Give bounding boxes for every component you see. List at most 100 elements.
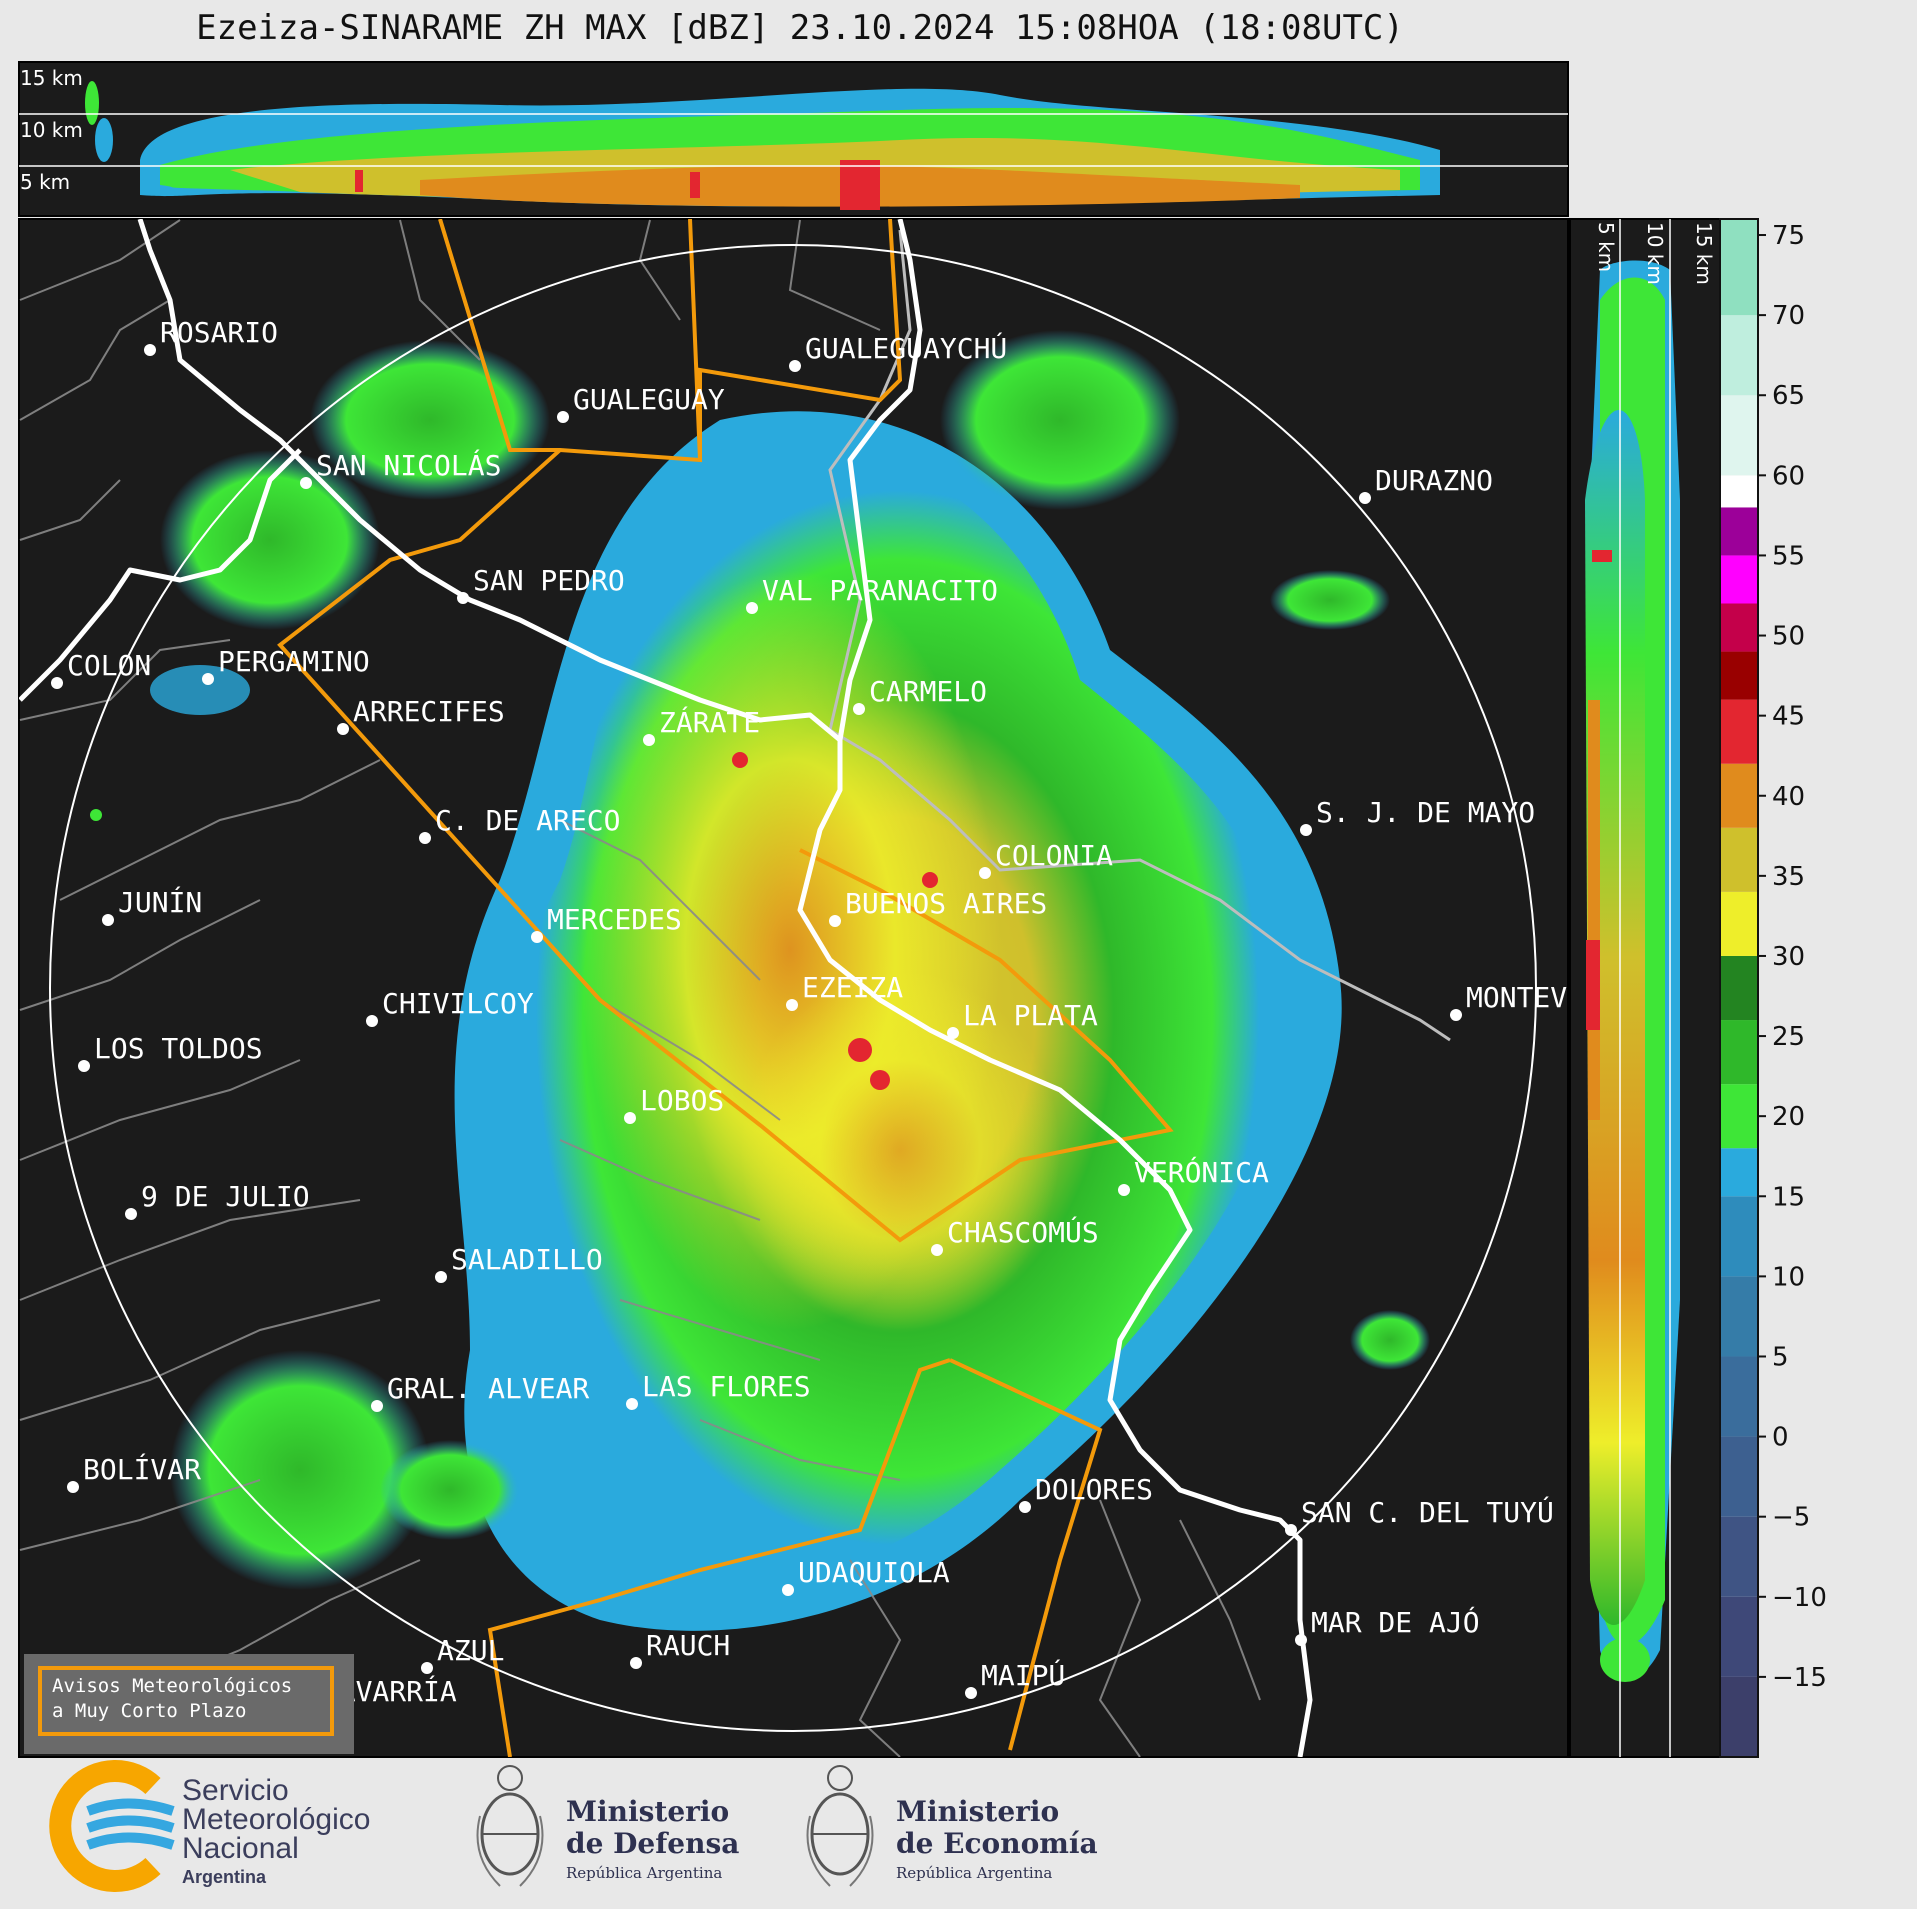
city-label: GUALEGUAYCHÚ [805,331,1007,365]
city-marker [626,1398,638,1410]
colorbar-tick-label: 50 [1772,622,1805,652]
city-marker [78,1060,90,1072]
right-height-label-15: 15 km [1692,222,1716,285]
city-marker [853,703,865,715]
colorbar-tick-label: 20 [1772,1102,1805,1132]
right-height-label-5: 5 km [1594,222,1618,272]
city-marker [1019,1501,1031,1513]
city-label: LAS FLORES [642,1370,811,1403]
city-label: LOS TOLDOS [94,1032,263,1065]
city-label: DOLORES [1035,1473,1153,1506]
smn-logo [49,1760,175,1892]
colorbar-segment [1720,1084,1758,1149]
defensa-line1: Ministerio [566,1795,730,1828]
top-height-label-15: 15 km [20,66,83,90]
city-marker [1359,492,1371,504]
economia-line3: República Argentina [896,1864,1053,1882]
city-label: LA PLATA [963,999,1098,1032]
economia-coat-of-arms-icon [806,1765,874,1887]
colorbar-tick-label: 25 [1772,1022,1805,1052]
city-marker [786,999,798,1011]
map-title: Ezeiza-SINARAME ZH MAX [dBZ] 23.10.2024 … [196,8,1404,48]
city-marker [931,1244,943,1256]
smn-line4: Argentina [182,1867,267,1887]
right-height-label-10: 10 km [1643,222,1667,285]
colorbar-tick-label: 40 [1772,782,1805,812]
city-label: CARMELO [869,675,987,708]
city-label: BUENOS AIRES [845,887,1047,920]
warning-legend-box: Avisos Meteorológicos a Muy Corto Plazo [38,1666,334,1736]
city-marker [1295,1634,1307,1646]
city-label: VERÓNICA [1134,1155,1269,1189]
city-label: BOLÍVAR [83,1452,201,1486]
warning-legend-line1: Avisos Meteorológicos [52,1675,293,1697]
colorbar-segment [1720,1148,1758,1197]
colorbar-tick-label: −10 [1772,1583,1827,1613]
colorbar-tick-label: 65 [1772,381,1805,411]
city-label: ARRECIFES [353,695,505,728]
city-label: 9 DE JULIO [141,1180,310,1213]
colorbar-segment [1720,699,1758,764]
city-marker [829,915,841,927]
city-label: SALADILLO [451,1243,603,1276]
colorbar-tick-label: 5 [1772,1342,1789,1372]
city-marker [531,931,543,943]
colorbar-tick-label: 35 [1772,862,1805,892]
city-label: S. J. DE MAYO [1316,796,1535,829]
city-marker [457,592,469,604]
city-label: ROSARIO [160,316,278,349]
smn-line3: Nacional [182,1832,299,1865]
colorbar-segment [1720,1676,1758,1757]
city-label: SAN C. DEL TUYÚ [1301,1495,1554,1529]
colorbar-segment [1720,827,1758,892]
city-label: SAN PEDRO [473,564,625,597]
colorbar-tick-label: 55 [1772,541,1805,571]
city-marker [371,1400,383,1412]
defensa-line2: de Defensa [566,1827,740,1860]
colorbar-segment [1720,1596,1758,1677]
city-label: MONTEVIDEO [1466,981,1635,1014]
city-marker [202,673,214,685]
city-label: GUALEGUAY [573,383,725,416]
city-label: MERCEDES [547,903,682,936]
city-marker [1118,1184,1130,1196]
colorbar-segment [1720,315,1758,396]
city-label: RAUCH [646,1629,730,1662]
colorbar-segment [1720,1356,1758,1437]
colorbar-segment [1720,475,1758,508]
colorbar-segment [1720,763,1758,828]
city-marker [947,1027,959,1039]
city-marker [67,1481,79,1493]
top-height-label-5: 5 km [20,170,70,194]
colorbar-segment [1720,651,1758,700]
city-marker [337,723,349,735]
colorbar-tick-label: 75 [1772,221,1805,251]
economia-line2: de Economía [896,1827,1098,1860]
city-label: JUNÍN [118,885,202,919]
defensa-name: Ministerio de Defensa República Argentin… [566,1795,740,1883]
city-marker [125,1208,137,1220]
city-label: MAIPÚ [981,1658,1065,1692]
city-marker [1285,1524,1297,1536]
city-label: VAL PARANACITO [762,574,998,607]
colorbar-segment [1720,603,1758,652]
right-height-profile: 5 km 10 km 15 km [1569,218,1721,1758]
city-label: COLONIA [995,839,1113,872]
warning-legend: Avisos Meteorológicos a Muy Corto Plazo [24,1654,354,1754]
city-marker [1450,1009,1462,1021]
colorbar-segment [1720,1020,1758,1085]
colorbar-tick-label: 10 [1772,1262,1805,1292]
colorbar-segment [1720,1196,1758,1277]
city-markers: ROSARIO GUALEGUAYCHÚ GUALEGUAY SAN NICOLÁS D… [51,316,1635,1715]
city-marker [782,1584,794,1596]
defensa-line3: República Argentina [566,1864,723,1882]
smn-line1: Servicio [182,1774,289,1807]
city-marker [789,360,801,372]
colorbar-segment [1720,555,1758,604]
city-label: COLON [67,649,151,682]
city-marker [630,1657,642,1669]
city-label: LOBOS [640,1084,724,1117]
city-marker [419,832,431,844]
colorbar-segment [1720,395,1758,476]
colorbar-tick-label: −15 [1772,1663,1827,1693]
